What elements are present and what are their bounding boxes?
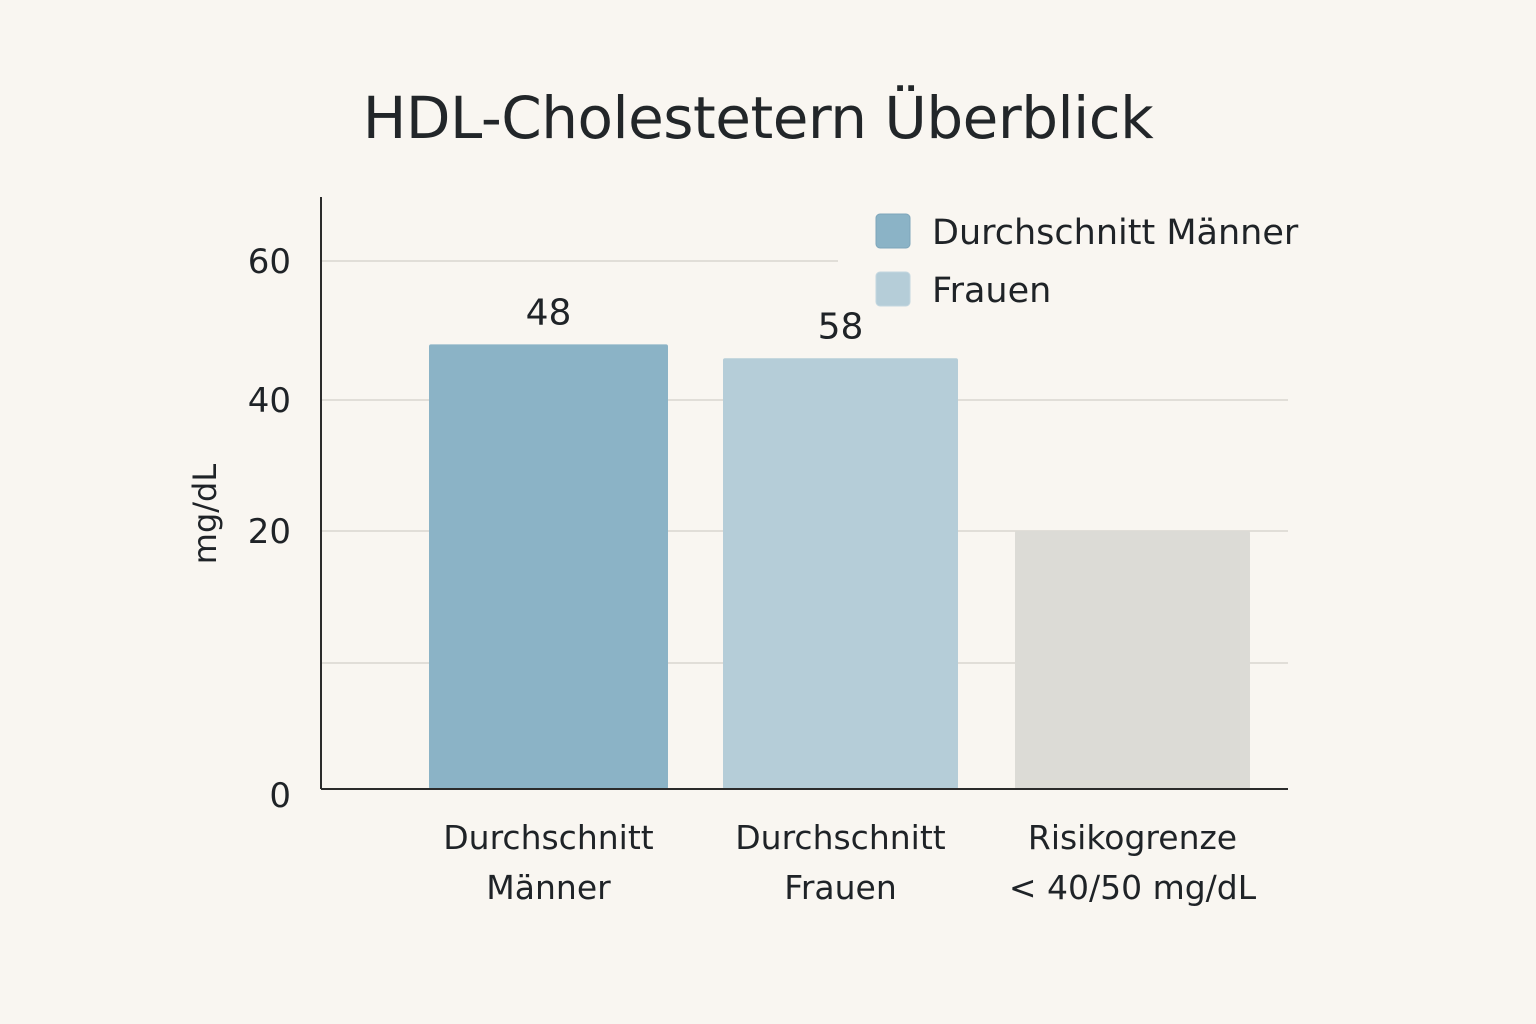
x-tick-label-2-1: Durchschnitt [735,818,946,857]
chart-title: HDL-Cholestetern Überblick [362,84,1154,152]
x-tick-label-3-2: < 40/50 mg/dL [1009,868,1257,907]
bar-2 [723,358,958,789]
y-tick-20: 20 [248,512,291,552]
x-tick-label-1-1: Durchschnitt [443,818,654,857]
axes [320,197,1288,790]
y-tick-60: 60 [248,242,291,282]
x-tick-label-1-2: Männer [486,868,611,907]
data-label-2: 58 [818,306,864,347]
legend-label-1: Durchschnitt Männer [932,213,1299,253]
bars [429,344,1250,789]
bar-1 [429,344,668,789]
x-tick-label-2-2: Frauen [784,868,897,907]
labels: 48 Durchschnitt Männer 58 Durchschnitt Frauen… [186,242,1257,907]
data-label-1: 48 [526,292,572,333]
legend: Durchschnitt Männer Frauen [875,213,1299,311]
y-axis-label: mg/dL [186,464,224,565]
legend-label-2: Frauen [932,271,1051,311]
y-tick-0: 0 [269,776,291,816]
x-tick-label-3-1: Risikogrenze [1028,818,1237,857]
legend-swatch-2 [875,271,911,307]
y-tick-40: 40 [248,381,291,421]
bar-3 [1015,531,1250,789]
legend-swatch-1 [875,213,911,249]
